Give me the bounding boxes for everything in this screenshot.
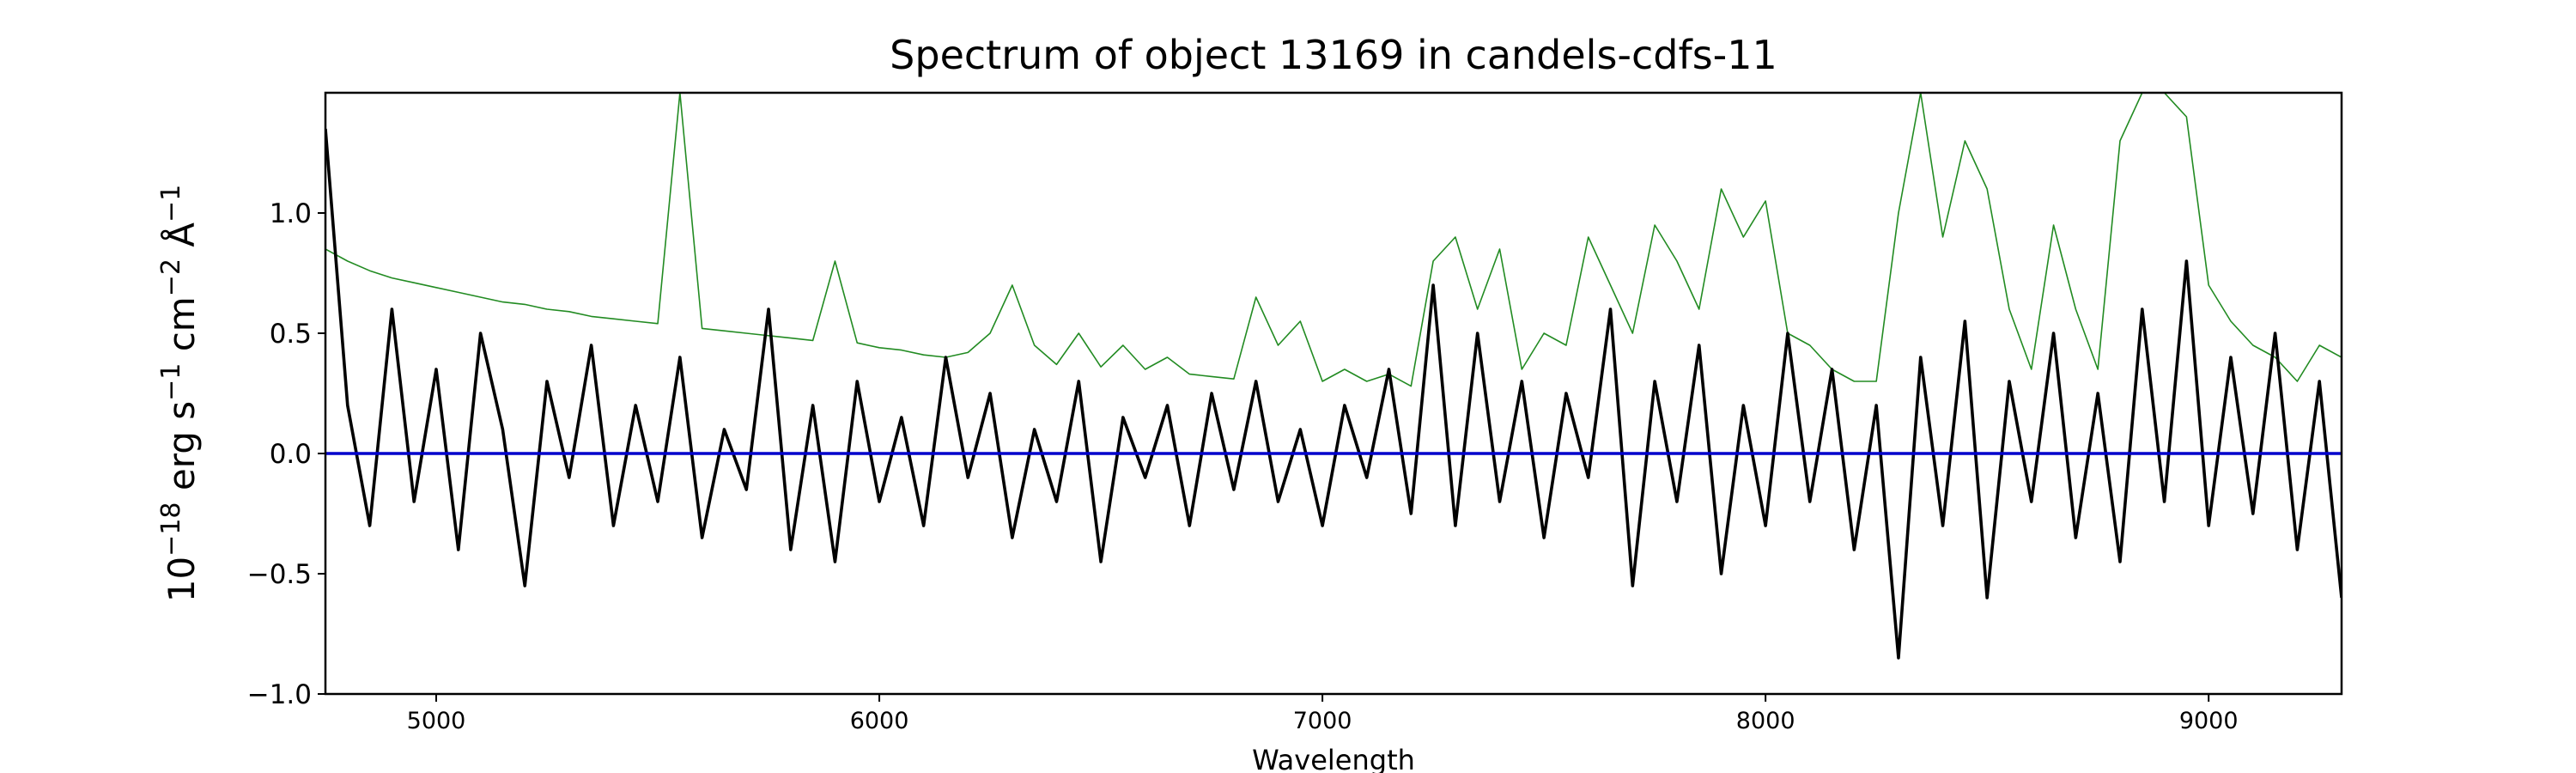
y-axis-label-superscript: −18 bbox=[156, 502, 186, 557]
spectrum-line bbox=[325, 93, 2342, 387]
y-axis-label: 10−18 erg s−1 cm−2 Å−1 bbox=[156, 185, 204, 603]
y-axis-label-part: 10 bbox=[161, 557, 203, 602]
plot-area bbox=[325, 93, 2342, 660]
axes-frame bbox=[324, 91, 2343, 696]
y-axis-label-superscript: −1 bbox=[156, 185, 186, 222]
x-axis-label: Wavelength bbox=[1252, 744, 1415, 773]
y-tick-label: 0.5 bbox=[270, 319, 312, 350]
spectrum-line bbox=[325, 128, 2342, 660]
y-axis-label-superscript: −1 bbox=[156, 363, 186, 401]
y-tick-label: −0.5 bbox=[247, 559, 312, 590]
y-axis-label-part: Å bbox=[160, 222, 203, 259]
x-tick-label: 8000 bbox=[1736, 708, 1795, 734]
y-axis-label-part: erg s bbox=[161, 401, 203, 502]
y-tick-label: 1.0 bbox=[270, 198, 312, 229]
x-tick-label: 9000 bbox=[2179, 708, 2239, 734]
y-axis-label-superscript: −2 bbox=[156, 259, 186, 296]
chart-title: Spectrum of object 13169 in candels-cdfs… bbox=[890, 32, 1777, 78]
x-tick-label: 7000 bbox=[1293, 708, 1352, 734]
y-tick-label: −1.0 bbox=[247, 679, 312, 710]
x-tick-label: 6000 bbox=[850, 708, 909, 734]
y-tick-label: 0.0 bbox=[270, 439, 312, 470]
x-tick-label: 5000 bbox=[407, 708, 466, 734]
y-axis-label-part: cm bbox=[161, 296, 203, 362]
